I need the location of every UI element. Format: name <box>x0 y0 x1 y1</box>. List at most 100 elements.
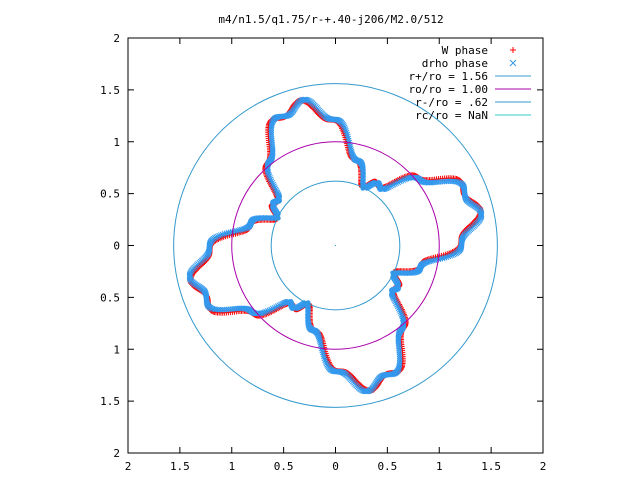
y-tick-label: 2 <box>113 32 120 45</box>
data-point <box>398 177 405 184</box>
data-point <box>266 307 273 314</box>
data-point <box>398 310 404 317</box>
data-point <box>271 183 277 190</box>
center-point <box>334 244 337 247</box>
data-point <box>272 186 279 193</box>
data-point <box>399 313 406 320</box>
data-point <box>443 254 450 261</box>
data-point <box>266 173 273 179</box>
x-tick-labels: 2 1.5 1 0.5 0 0.5 1 1.5 2 <box>125 460 547 473</box>
x-tick-label: 0 <box>332 460 339 473</box>
data-point <box>344 131 351 138</box>
y-tick-label: 1 <box>113 343 120 356</box>
data-point <box>439 255 446 262</box>
data-point <box>391 181 398 187</box>
data-point <box>395 305 402 312</box>
x-tick-label: 0.5 <box>274 460 294 473</box>
legend-label: r+/ro = 1.56 <box>409 70 488 83</box>
legend-label: rc/ro = NaN <box>415 109 488 122</box>
data-point <box>343 129 350 136</box>
data-point <box>388 182 395 189</box>
data-point <box>223 230 230 237</box>
data-point <box>399 315 406 321</box>
x-tick-label: 1 <box>436 460 443 473</box>
legend-label: r-/ro = .62 <box>415 96 488 109</box>
data-point <box>320 353 327 360</box>
data-point <box>322 359 329 365</box>
y-tick-label: 1.5 <box>100 84 120 97</box>
y-tick-label: 0 <box>113 240 120 253</box>
data-point <box>393 300 399 307</box>
data-point <box>225 229 232 236</box>
reference-circle <box>173 83 498 408</box>
data-point <box>273 304 280 310</box>
data-point <box>402 176 408 183</box>
data-point <box>264 308 271 314</box>
legend-marker <box>509 59 517 67</box>
data-point <box>405 175 411 182</box>
legend-marker <box>510 47 516 53</box>
data-point <box>219 231 226 238</box>
data-point <box>397 308 404 315</box>
plot-area <box>127 37 544 454</box>
data-point <box>390 182 397 188</box>
data-point <box>217 232 224 238</box>
data-point <box>323 360 330 367</box>
reference-circle <box>270 180 401 311</box>
y-tick-label: 0.5 <box>100 291 120 304</box>
x-tick-label: 1.5 <box>170 460 190 473</box>
x-tick-label: 0.5 <box>377 460 397 473</box>
y-tick-label: 2 <box>113 447 120 460</box>
data-point <box>403 175 410 182</box>
axis-ticks <box>127 37 544 454</box>
data-point <box>267 176 274 183</box>
data-point <box>268 306 274 313</box>
data-point <box>348 148 355 155</box>
data-point <box>269 179 276 186</box>
data-point <box>265 171 272 178</box>
y-tick-label: 0.5 <box>100 188 120 201</box>
data-point <box>267 174 273 181</box>
legend-label: drho phase <box>422 57 488 70</box>
data-point <box>265 170 272 176</box>
data-point <box>271 304 278 311</box>
data-point <box>268 178 275 184</box>
legend-label: ro/ro = 1.00 <box>409 83 488 96</box>
data-point <box>270 181 277 188</box>
data-point <box>344 133 351 140</box>
data-point <box>397 178 403 185</box>
data-point <box>392 298 399 305</box>
data-point <box>316 336 323 343</box>
data-point <box>216 232 222 239</box>
y-tick-label: 1 <box>113 136 120 149</box>
data-point <box>343 127 349 134</box>
data-point <box>345 135 352 142</box>
data-layer <box>186 96 485 395</box>
data-point <box>396 307 403 313</box>
y-tick-labels: 2 1.5 1 0.5 0 0.5 1 1.5 2 <box>100 32 120 460</box>
data-point <box>214 233 221 240</box>
data-point <box>342 126 349 132</box>
data-point <box>445 253 452 260</box>
x-tick-label: 1.5 <box>481 460 501 473</box>
data-point <box>393 180 400 187</box>
data-point <box>394 303 401 310</box>
data-point <box>449 252 455 259</box>
data-point <box>341 124 348 131</box>
data-point <box>426 258 433 265</box>
data-point <box>320 351 327 358</box>
data-point <box>441 254 448 261</box>
data-point <box>263 308 269 315</box>
data-point <box>319 349 326 356</box>
data-point <box>450 251 457 258</box>
data-point <box>447 253 454 259</box>
data-point <box>400 177 407 183</box>
data-point <box>395 179 402 186</box>
x-tick-label: 2 <box>540 460 547 473</box>
data-point <box>260 309 266 316</box>
y-tick-label: 1.5 <box>100 395 120 408</box>
data-point <box>274 303 281 309</box>
data-point <box>269 305 276 312</box>
